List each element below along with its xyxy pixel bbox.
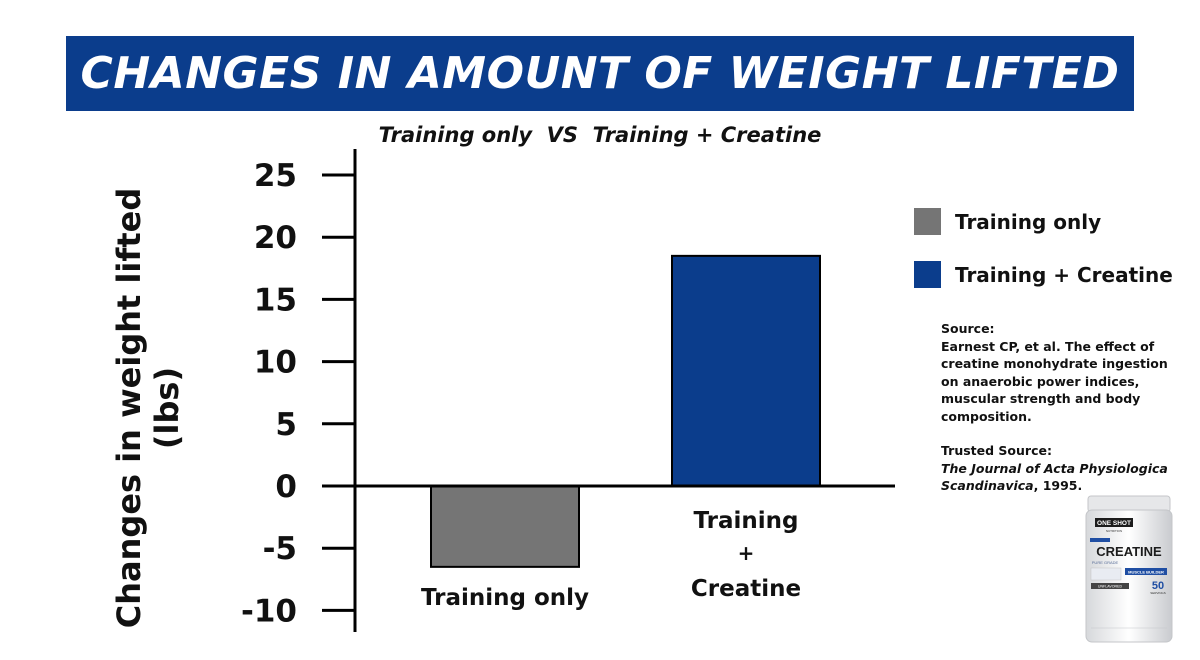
tub-flavor: UNFLAVORED bbox=[1098, 585, 1123, 589]
tub-name: CREATINE bbox=[1096, 544, 1162, 559]
journal-name: The Journal of Acta Physiologica Scandin… bbox=[941, 460, 1168, 494]
tub-brand: ONE SHOT bbox=[1097, 520, 1131, 527]
legend-swatch-training-only bbox=[914, 208, 941, 235]
category-label-0-0: Training only bbox=[421, 585, 589, 611]
legend-swatch-training-creatine bbox=[914, 261, 941, 288]
legend-item-training-creatine: Training + Creatine bbox=[914, 261, 1173, 288]
tub-tag: MUSCLE BUILDER bbox=[1128, 570, 1164, 575]
chart-title: CHANGES IN AMOUNT OF WEIGHT LIFTED bbox=[80, 48, 1120, 99]
category-label-1-2: Creatine bbox=[691, 576, 801, 602]
trusted-source-heading: Trusted Source: bbox=[941, 443, 1052, 458]
bar-0 bbox=[430, 485, 580, 568]
bar-1 bbox=[671, 254, 821, 487]
category-label-1-1: + bbox=[738, 541, 755, 565]
legend-item-training-only: Training only bbox=[914, 208, 1101, 235]
y-tick-label-0: 0 bbox=[275, 469, 297, 505]
journal-year: , 1995. bbox=[1033, 478, 1083, 493]
legend-label-training-only: Training only bbox=[955, 209, 1102, 234]
y-tick-label-20: 20 bbox=[254, 220, 297, 256]
source-heading: Source: bbox=[941, 321, 995, 336]
trusted-source-journal: The Journal of Acta Physiologica Scandin… bbox=[941, 460, 1171, 495]
tub-brand-sub: NUTRITION bbox=[1106, 529, 1122, 533]
y-tick-label-5: 5 bbox=[275, 407, 297, 443]
tub-servings: 50 bbox=[1152, 580, 1164, 592]
y-tick-label-15: 15 bbox=[254, 282, 297, 318]
category-label-1-0: Training bbox=[693, 508, 798, 534]
chart-subtitle: Training only VS Training + Creatine bbox=[378, 123, 822, 147]
y-tick-label--5: -5 bbox=[263, 531, 297, 567]
title-banner: CHANGES IN AMOUNT OF WEIGHT LIFTED bbox=[66, 36, 1134, 111]
y-tick-label-10: 10 bbox=[254, 345, 297, 381]
source-note: Source: Earnest CP, et al. The effect of… bbox=[941, 320, 1171, 495]
tub-grade: PURE GRADE bbox=[1092, 560, 1119, 565]
source-citation: Earnest CP, et al. The effect of creatin… bbox=[941, 338, 1168, 424]
tub-servings-label: SERVINGS bbox=[1150, 591, 1165, 595]
creatine-tub-image: ONE SHOT NUTRITION CREATINE PURE GRADE M… bbox=[1085, 495, 1173, 643]
y-tick-label-25: 25 bbox=[254, 158, 297, 194]
y-tick-label--10: -10 bbox=[241, 593, 297, 629]
legend-label-training-creatine: Training + Creatine bbox=[955, 262, 1173, 287]
